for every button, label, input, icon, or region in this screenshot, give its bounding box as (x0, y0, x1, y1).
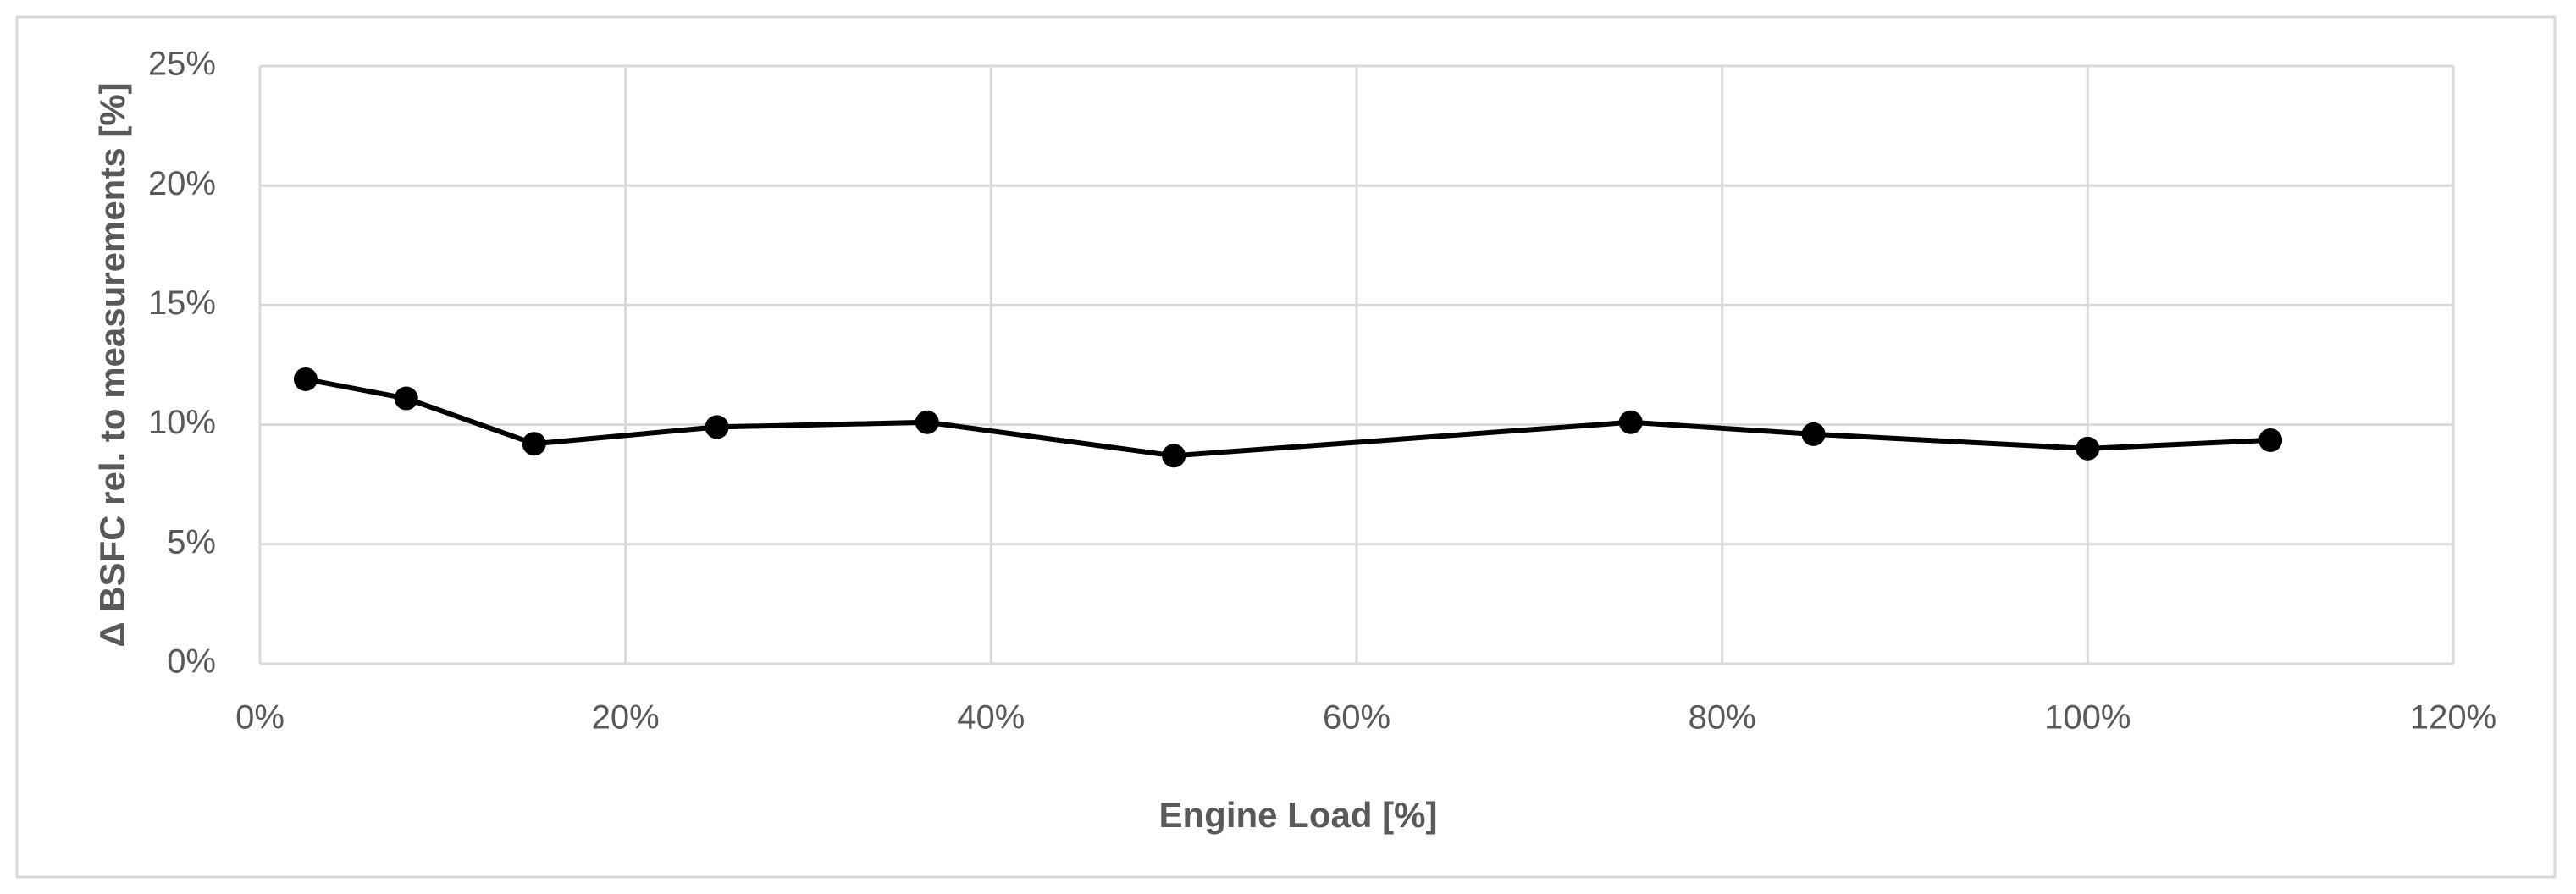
y-axis-title: Δ BSFC rel. to measurements [%] (92, 82, 132, 647)
x-tick-label: 20% (592, 699, 660, 737)
y-tick-label: 20% (148, 165, 216, 202)
y-tick-label: 10% (148, 404, 216, 441)
y-tick-label: 0% (167, 643, 216, 681)
y-tick-label: 15% (148, 284, 216, 322)
y-tick-label: 5% (167, 523, 216, 560)
x-tick-label: 100% (2044, 699, 2131, 737)
x-axis-title: Engine Load [%] (1159, 795, 1438, 835)
y-tick-label: 25% (148, 46, 216, 83)
data-point (705, 415, 729, 439)
x-tick-label: 0% (235, 699, 285, 737)
data-point (2076, 436, 2100, 461)
data-point (394, 386, 418, 411)
data-point (1618, 410, 1643, 434)
data-line (305, 376, 2271, 459)
x-tick-label: 60% (1323, 699, 1390, 737)
x-tick-label: 80% (1689, 699, 1756, 737)
x-tick-label: 40% (957, 699, 1025, 737)
data-point (1801, 422, 1826, 446)
data-point (2258, 428, 2283, 452)
data-point (915, 410, 939, 434)
x-tick-label: 120% (2410, 699, 2496, 737)
data-point (1162, 444, 1186, 468)
data-point (522, 432, 546, 456)
data-point (293, 367, 318, 391)
